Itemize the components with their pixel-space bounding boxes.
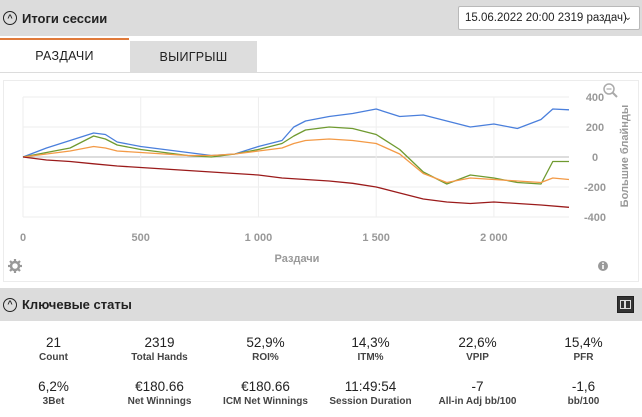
key-stats-title: Ключевые статы [22, 297, 132, 312]
stat-cell: 22,6% VPIP [424, 335, 531, 363]
stat-label: PFR [573, 352, 594, 363]
y-tick-label: -400 [584, 212, 606, 224]
x-tick-label: 0 [20, 232, 26, 244]
stat-value: 11:49:54 [344, 379, 397, 394]
stat-label: All-in Adj bb/100 [438, 396, 517, 407]
chart-frame [3, 80, 639, 282]
zoom-out-icon[interactable] [603, 83, 618, 98]
stat-label: 3Bet [42, 396, 65, 407]
x-tick-label: 500 [132, 232, 150, 244]
stat-cell: 2319 Total Hands [106, 335, 213, 363]
y-tick-label: -200 [584, 182, 606, 194]
stat-value: -7 [471, 379, 484, 394]
series-line-2 [22, 138, 570, 184]
line-chart: 400 200 0 -200 -400 0 500 1 000 1 500 2 000 Разда… [8, 83, 631, 273]
stat-label: Count [39, 352, 68, 363]
stat-label: ROI% [252, 352, 279, 363]
tab-divider [0, 72, 642, 73]
x-tick-label: 2 000 [480, 232, 508, 244]
x-tick-label: 1 000 [245, 232, 273, 244]
session-select-value: 15.06.2022 20:00 2319 раздач) [465, 12, 627, 24]
y-tick-label: 400 [586, 92, 604, 104]
stat-cell: -7 All-in Adj bb/100 [424, 379, 531, 407]
stat-cell: €180.66 ICM Net Winnings [212, 379, 319, 407]
session-summary-title: Итоги сессии [22, 10, 108, 26]
stat-label: VPIP [466, 352, 489, 363]
tab-hands[interactable]: РАЗДАЧИ [0, 38, 129, 72]
stat-value: 15,4% [564, 335, 603, 350]
stat-value: €180.66 [135, 379, 184, 394]
series-line-0 [22, 108, 570, 158]
collapse-key-stats-chevron-up-icon[interactable]: ^ [3, 297, 17, 312]
key-stats-header: ^ Ключевые статы [0, 288, 642, 321]
stat-value: 52,9% [246, 335, 285, 350]
session-summary-header: ^ Итоги сессии 15.06.2022 20:00 2319 раз… [0, 0, 642, 36]
stat-cell: 14,3% ITM% [317, 335, 424, 363]
stat-value: €180.66 [241, 379, 290, 394]
stat-cell: -1,6 bb/100 [530, 379, 637, 407]
collapse-session-summary-chevron-up-icon[interactable]: ^ [3, 11, 17, 25]
x-tick-label: 1 500 [362, 232, 390, 244]
gear-icon[interactable] [8, 259, 22, 273]
stat-cell: 52,9% ROI% [212, 335, 319, 363]
stat-value: 21 [45, 335, 62, 350]
key-stats-grid: 21 Count 2319 Total Hands 52,9% ROI% 14,3% ITM%… [0, 324, 642, 417]
stat-cell: €180.66 Net Winnings [106, 379, 213, 407]
stat-value: 14,3% [351, 335, 390, 350]
stat-cell: 15,4% PFR [530, 335, 637, 363]
stat-cell: 6,2% 3Bet [0, 379, 107, 407]
stat-value: 6,2% [38, 379, 69, 394]
stat-label: ICM Net Winnings [223, 396, 308, 407]
stat-value: -1,6 [571, 379, 596, 394]
stat-label: ITM% [357, 352, 384, 363]
series-line-1 [22, 126, 569, 185]
stat-label: bb/100 [567, 396, 600, 407]
info-icon[interactable] [598, 261, 608, 271]
y-tick-label: 0 [592, 152, 598, 164]
chart-area: 400 200 0 -200 -400 0 500 1 000 1 500 2 000 Разда… [0, 74, 642, 286]
chart-series [22, 108, 570, 208]
stat-cell: 21 Count [0, 335, 107, 363]
chart-tabs: РАЗДАЧИ ВЫИГРЫШ [0, 38, 642, 72]
stat-label: Total Hands [131, 352, 188, 363]
y-tick-label: 200 [586, 122, 604, 134]
stat-label: Session Duration [329, 396, 412, 407]
session-select[interactable]: 15.06.2022 20:00 2319 раздач) ⌄ [458, 6, 640, 30]
chart-ticks: 400 200 0 -200 -400 0 500 1 000 1 500 2 000 [20, 92, 606, 244]
tab-winnings[interactable]: ВЫИГРЫШ [130, 41, 257, 72]
series-line-3 [22, 156, 570, 208]
stat-value: 2319 [144, 335, 175, 350]
y-axis-label: Большие блайнды [619, 105, 631, 208]
chevron-down-icon: ⌄ [623, 12, 632, 23]
stat-label: Net Winnings [127, 396, 192, 407]
x-axis-label: Раздачи [275, 253, 320, 265]
layout-columns-icon[interactable] [617, 296, 634, 313]
stat-cell: 11:49:54 Session Duration [317, 379, 424, 407]
stat-value: 22,6% [458, 335, 497, 350]
